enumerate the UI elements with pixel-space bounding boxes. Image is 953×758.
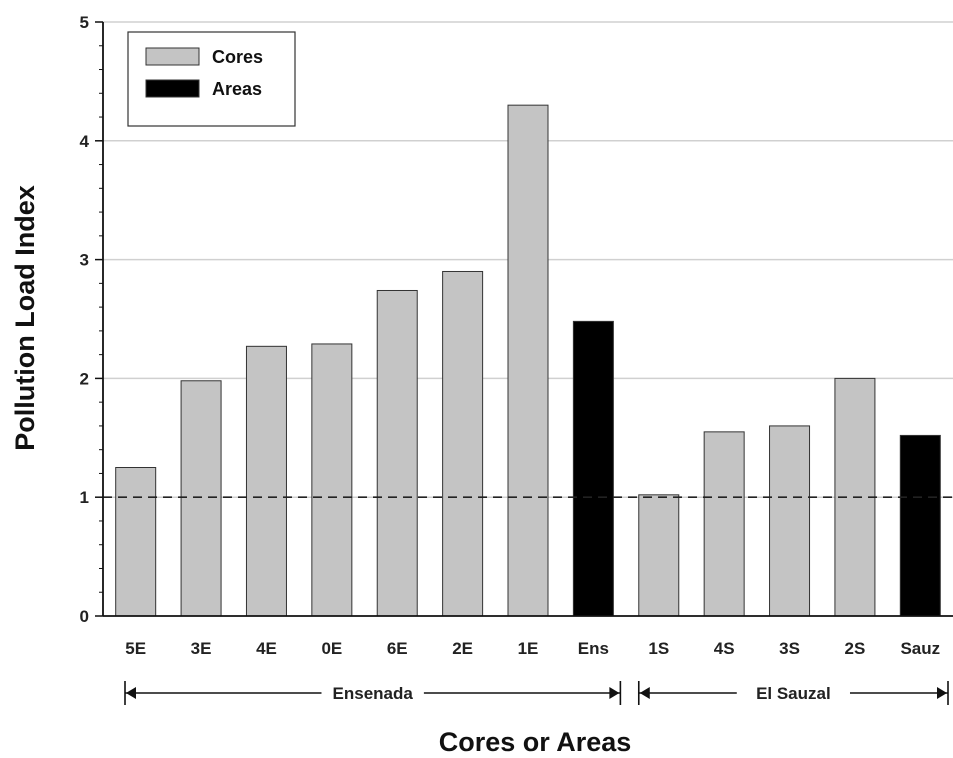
bar-6e [376,289,418,617]
x-tick-label: 4E [256,639,277,658]
group-label: Ensenada [333,684,414,703]
arrow-left-icon [126,687,136,699]
bar-2e [442,270,484,617]
x-tick-label: 0E [321,639,342,658]
axes: 0 1 2 3 4 5 5E 3E 4E 0E 6E 2E 1E Ens 1S 4S 3S 2S Sauz [80,13,953,658]
group-label: El Sauzal [756,684,831,703]
bar-5e [115,467,157,617]
x-tick-label: 6E [387,639,408,658]
bar-sauz [899,434,941,617]
x-tick-label: Sauz [900,639,940,658]
legend: Cores Areas [127,31,296,127]
y-axis-title: Pollution Load Index [10,185,40,451]
legend-label-area: Areas [212,79,262,99]
bars [115,104,941,617]
x-tick-label: 4S [714,639,735,658]
group-brackets: Ensenada El Sauzal [124,681,949,705]
bar-0e [311,343,353,617]
x-tick-label: 3S [779,639,800,658]
bar-1s [638,494,680,617]
bar-1e [507,104,549,617]
arrow-right-icon [609,687,620,699]
y-tick-label: 4 [80,132,90,151]
arrow-left-icon [639,687,650,699]
x-axis-title: Cores or Areas [439,727,632,757]
bar-3s [769,425,811,617]
bar-ens [572,320,614,617]
bar-3e [180,380,222,617]
y-tick-label: 2 [80,369,89,388]
y-tick-label: 3 [80,251,89,270]
x-tick-label: 5E [125,639,146,658]
y-tick-label: 0 [80,607,89,626]
legend-swatch-core [145,47,200,66]
x-tick-label: 1E [518,639,539,658]
x-tick-label: 2E [452,639,473,658]
legend-swatch-area [145,79,200,98]
legend-label-core: Cores [212,47,263,67]
x-tick-label: 1S [648,639,669,658]
arrow-right-icon [937,687,947,699]
bar-4s [703,431,745,617]
x-tick-label: Ens [578,639,609,658]
bar-4e [245,345,287,617]
y-tick-label: 1 [80,488,89,507]
x-tick-label: 3E [191,639,212,658]
x-tick-label: 2S [845,639,866,658]
y-tick-label: 5 [80,13,89,32]
